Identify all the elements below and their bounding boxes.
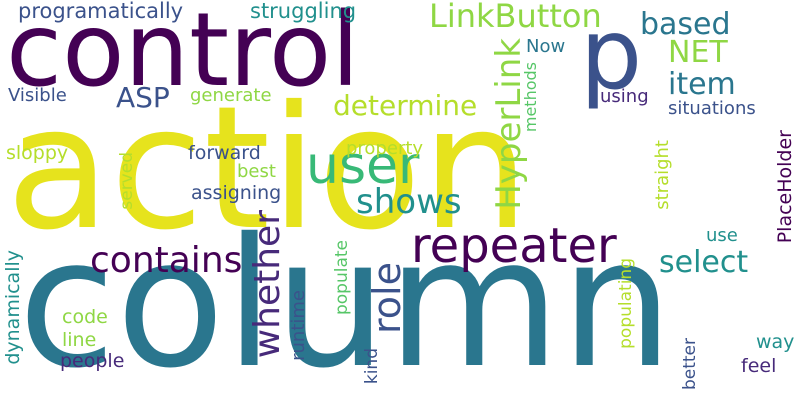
word-best: best [237, 161, 276, 182]
word-user: user [306, 136, 420, 196]
word-populate: populate [332, 240, 352, 316]
word-p: p [580, 0, 643, 112]
word-use: use [706, 225, 738, 246]
word-better: better [680, 338, 700, 391]
word-asp: ASP [116, 81, 170, 114]
word-item: item [668, 67, 736, 102]
word-runtime: runtime [288, 290, 309, 361]
word-action: action [6, 70, 530, 268]
word-placeholder: PlaceHolder [774, 130, 796, 244]
word-visible: Visible [8, 85, 67, 106]
word-whether: whether [247, 210, 288, 359]
word-determine: determine [333, 89, 478, 122]
word-forward: forward [188, 142, 261, 164]
word-kind: kind [362, 348, 382, 385]
word-served: served [117, 152, 137, 210]
word-populating: populating [616, 258, 636, 349]
word-linkbutton: LinkButton [429, 0, 602, 35]
word-people: people [60, 350, 125, 372]
word-column: column [18, 200, 674, 400]
word-way: way [756, 331, 795, 353]
word-property: property [346, 138, 424, 159]
word-sloppy: sloppy [6, 142, 69, 164]
word-generate: generate [190, 85, 272, 106]
word-code: code [62, 306, 108, 328]
word-situations: situations [668, 98, 756, 119]
word-contains: contains [90, 240, 243, 281]
word-struggling: struggling [250, 0, 357, 23]
word-line: line [62, 329, 97, 351]
word-assigning: assigning [191, 182, 282, 204]
word-using: using [600, 86, 649, 107]
word-repeater: repeater [411, 218, 617, 274]
word-based: based [640, 7, 731, 42]
word-select: select [659, 245, 749, 280]
word-control: control [6, 0, 360, 110]
word-shows: shows [356, 182, 462, 222]
word-programatically: programatically [18, 0, 184, 23]
word-now: Now [526, 36, 566, 57]
word-role: role [365, 262, 409, 334]
word-straight: straight [652, 140, 673, 210]
word-feel: feel [741, 355, 777, 377]
word-methods: methods [521, 62, 540, 133]
word-dynamically: dynamically [2, 250, 24, 365]
word-net: NET [668, 35, 728, 70]
